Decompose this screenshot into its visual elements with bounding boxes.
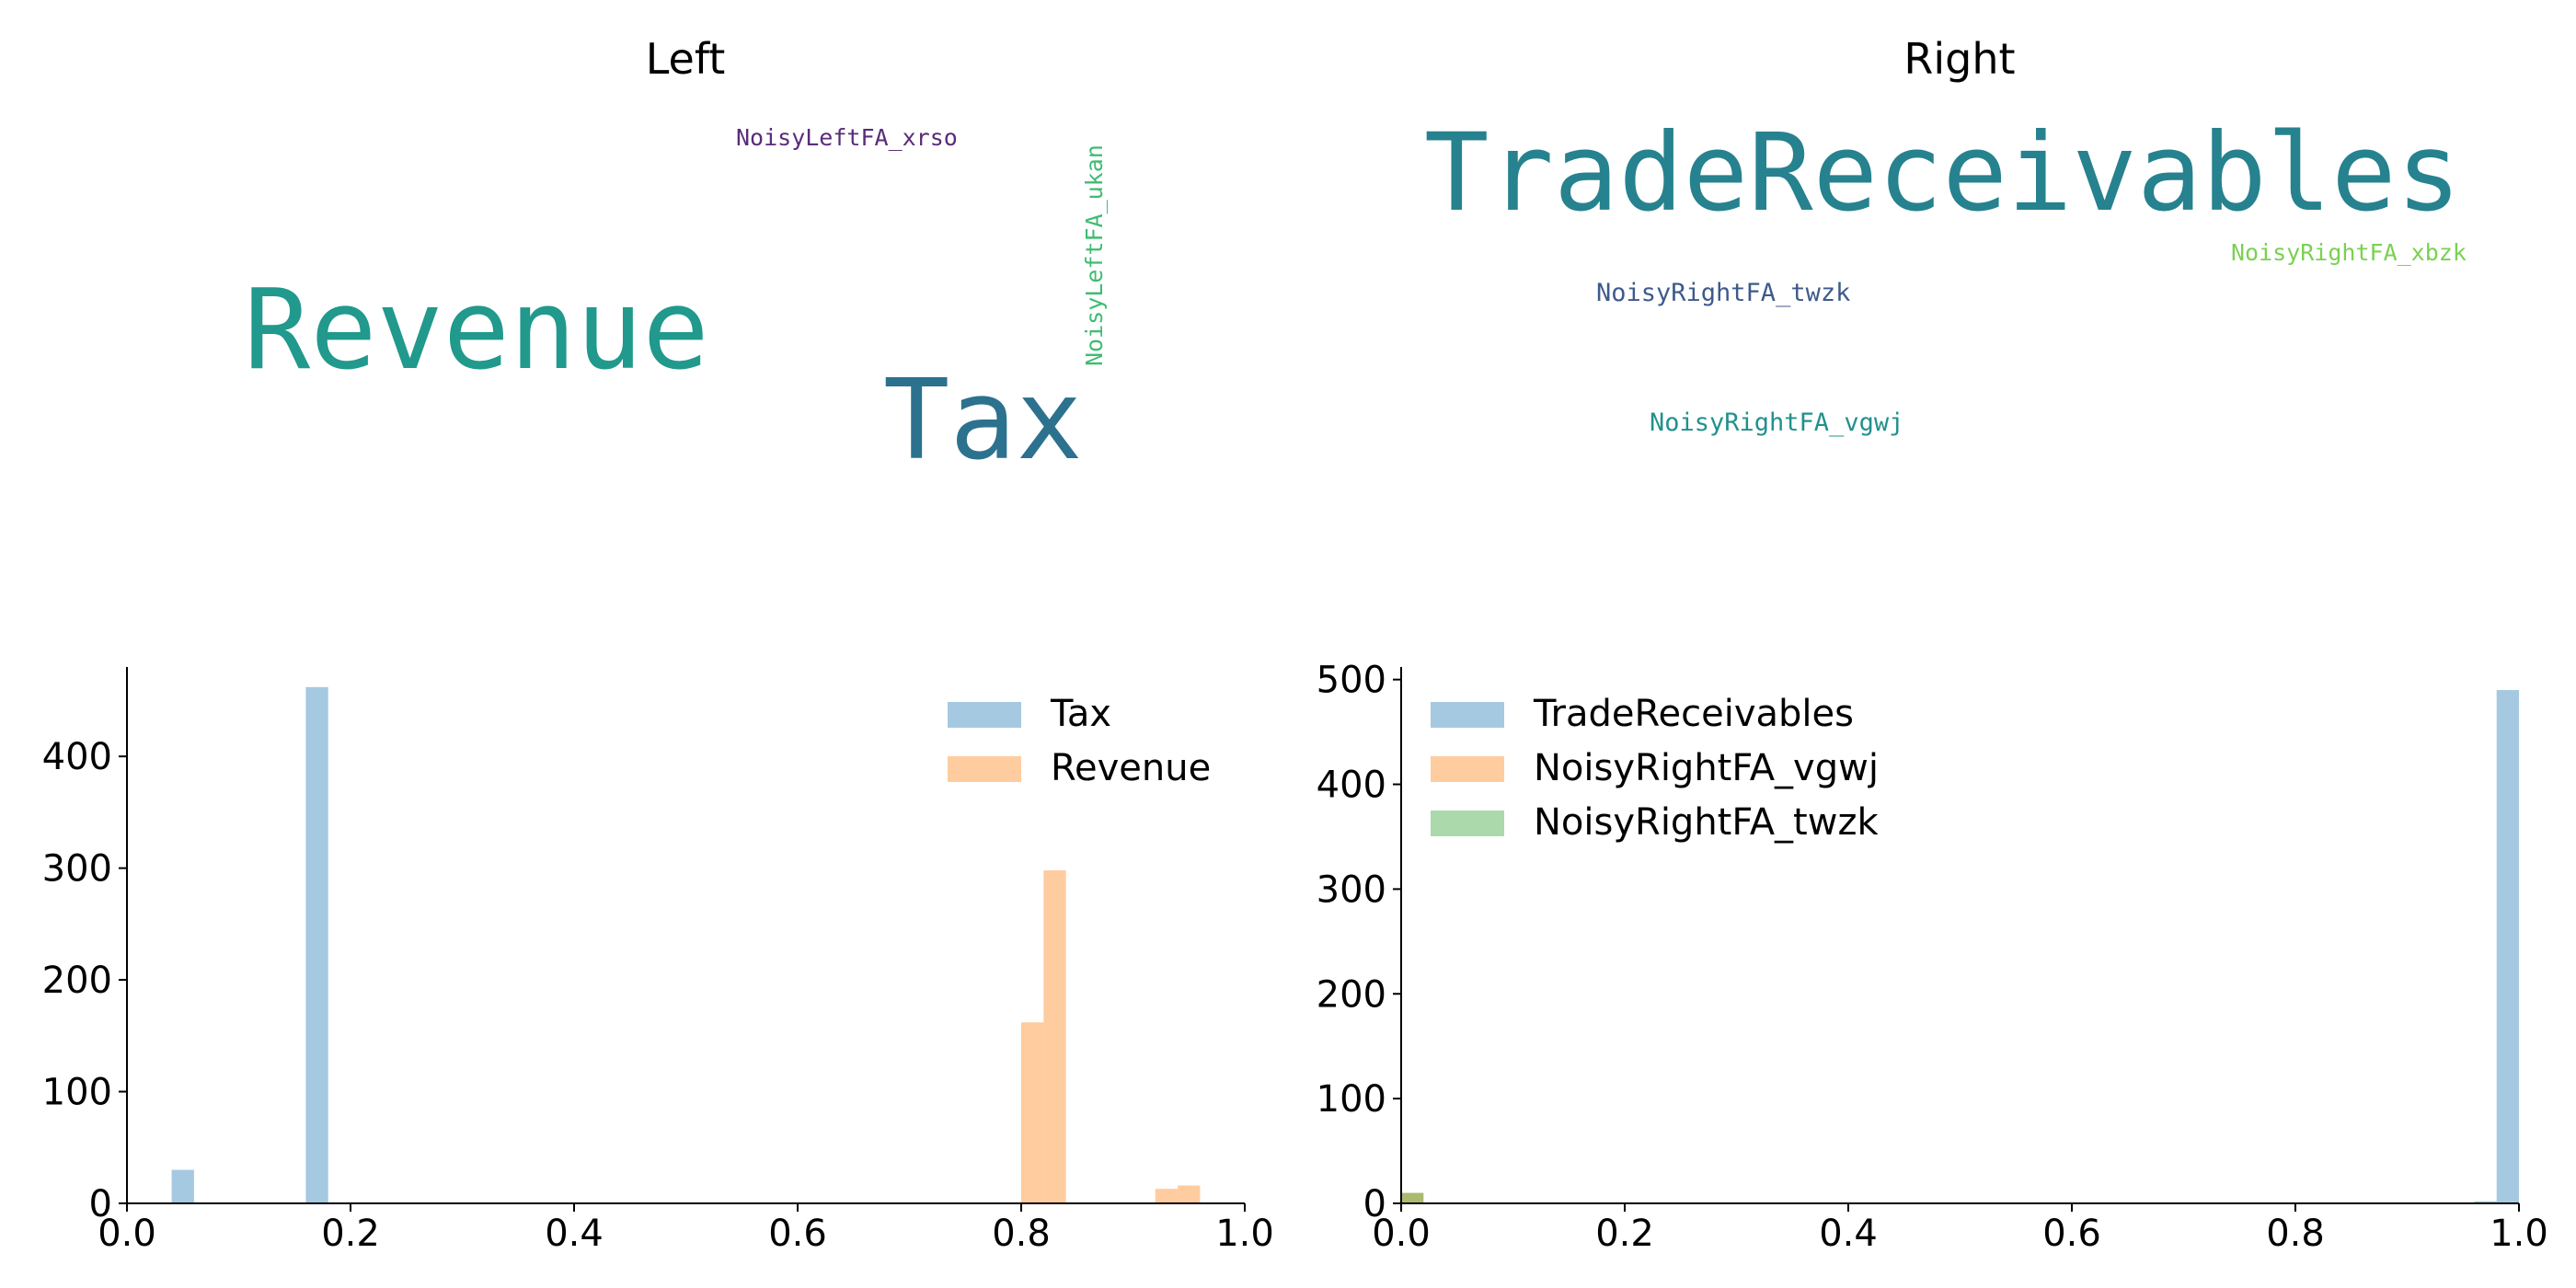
x-tick-label: 0.2 <box>321 1213 380 1255</box>
wordcloud-word-noisyleftfa-ukan: NoisyLeftFA_ukan <box>1081 144 1108 366</box>
legend-swatch <box>948 756 1021 782</box>
legend-label: NoisyRightFA_vgwj <box>1534 747 1879 789</box>
wordcloud-word-revenue: Revenue <box>244 267 709 395</box>
x-tick-label: 0.8 <box>992 1213 1051 1255</box>
wordcloud-word-noisyrightfa-vgwj: NoisyRightFA_vgwj <box>1650 408 1903 437</box>
legend-label: NoisyRightFA_twzk <box>1534 801 1879 844</box>
y-tick-label: 200 <box>1317 973 1386 1016</box>
y-tick-label: 400 <box>42 736 112 778</box>
histogram-bar <box>1401 1192 1424 1203</box>
histogram-right: 0.0 0.2 0.4 0.6 0.8 1.0 0 100 200 300 400 500 TradeR… <box>1317 660 2548 1255</box>
x-tick-label: 0.4 <box>545 1213 604 1255</box>
legend-swatch <box>948 702 1021 728</box>
legend-label: Revenue <box>1051 747 1211 789</box>
wordcloud-word-noisyrightfa-xbzk: NoisyRightFA_xbzk <box>2231 239 2467 266</box>
y-tick-label: 400 <box>1317 765 1386 807</box>
histogram-left: 0.0 0.2 0.4 0.6 0.8 1.0 0 100 200 300 400 Tax Revenu… <box>42 667 1274 1255</box>
wordcloud-left-title: Left <box>646 34 726 84</box>
x-tick-label: 0.0 <box>98 1213 156 1255</box>
histogram-bar <box>1155 1189 1179 1203</box>
wordcloud-word-tax: Tax <box>883 357 1083 485</box>
histogram-bar <box>1043 870 1066 1203</box>
histogram-bar <box>2496 690 2519 1203</box>
histogram-bar <box>171 1169 194 1203</box>
legend-label: TradeReceivables <box>1533 693 1854 735</box>
y-tick-label: 200 <box>42 960 112 1002</box>
y-tick-label: 0 <box>1363 1183 1386 1225</box>
x-tick-label: 1.0 <box>1215 1213 1274 1255</box>
x-tick-label: 0.0 <box>1372 1213 1431 1255</box>
histogram-bar <box>1401 1192 1424 1203</box>
x-tick-label: 1.0 <box>2490 1213 2548 1255</box>
wordcloud-word-noisyleftfa-xrso: NoisyLeftFA_xrso <box>736 124 958 151</box>
wordcloud-word-tradereceivables: TradeReceivables <box>1424 109 2461 236</box>
y-tick-label: 300 <box>42 848 112 891</box>
x-tick-label: 0.4 <box>1819 1213 1878 1255</box>
y-tick-label: 100 <box>1317 1078 1386 1121</box>
y-tick-label: 300 <box>1317 868 1386 911</box>
y-tick-label: 100 <box>42 1072 112 1114</box>
wordcloud-word-noisyrightfa-twzk: NoisyRightFA_twzk <box>1596 279 1850 307</box>
legend-label: Tax <box>1050 693 1111 735</box>
y-tick-label: 500 <box>1317 660 1386 702</box>
legend-swatch <box>1431 756 1504 782</box>
x-tick-label: 0.6 <box>2042 1213 2101 1255</box>
histogram-bar <box>1021 1022 1044 1203</box>
x-tick-label: 0.8 <box>2266 1213 2325 1255</box>
wordcloud-right-title: Right <box>1903 34 2015 84</box>
y-tick-label: 0 <box>89 1183 112 1225</box>
x-tick-label: 0.6 <box>768 1213 827 1255</box>
histogram-bar <box>1178 1185 1201 1203</box>
x-tick-label: 0.2 <box>1595 1213 1654 1255</box>
legend-swatch <box>1431 702 1504 728</box>
legend-swatch <box>1431 811 1504 836</box>
histogram-bar <box>2474 1201 2497 1203</box>
histogram-bar <box>305 686 328 1203</box>
